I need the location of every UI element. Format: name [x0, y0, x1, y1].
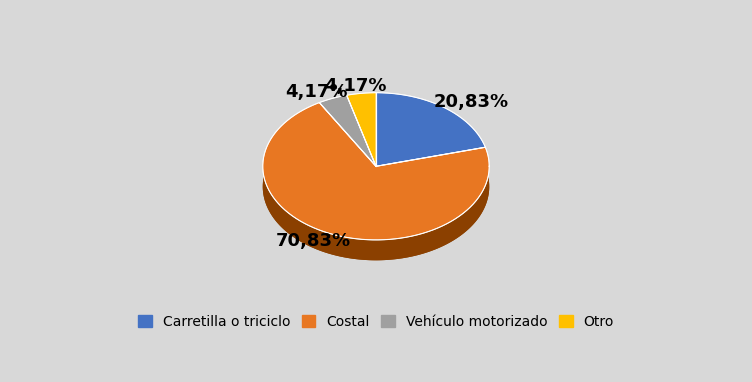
Polygon shape [376, 113, 485, 187]
Polygon shape [320, 116, 376, 187]
Polygon shape [347, 113, 376, 187]
Text: 4,17%: 4,17% [324, 77, 387, 95]
Polygon shape [320, 95, 376, 166]
Polygon shape [320, 95, 347, 123]
Polygon shape [262, 103, 490, 240]
Text: 4,17%: 4,17% [285, 83, 347, 100]
Polygon shape [262, 123, 490, 260]
Polygon shape [347, 93, 376, 116]
Text: 20,83%: 20,83% [434, 93, 508, 111]
Polygon shape [376, 93, 485, 166]
Polygon shape [347, 93, 376, 166]
Legend: Carretilla o triciclo, Costal, Vehículo motorizado, Otro: Carretilla o triciclo, Costal, Vehículo … [131, 308, 621, 335]
Text: 70,83%: 70,83% [275, 232, 350, 250]
Polygon shape [376, 93, 485, 168]
Polygon shape [262, 103, 490, 260]
